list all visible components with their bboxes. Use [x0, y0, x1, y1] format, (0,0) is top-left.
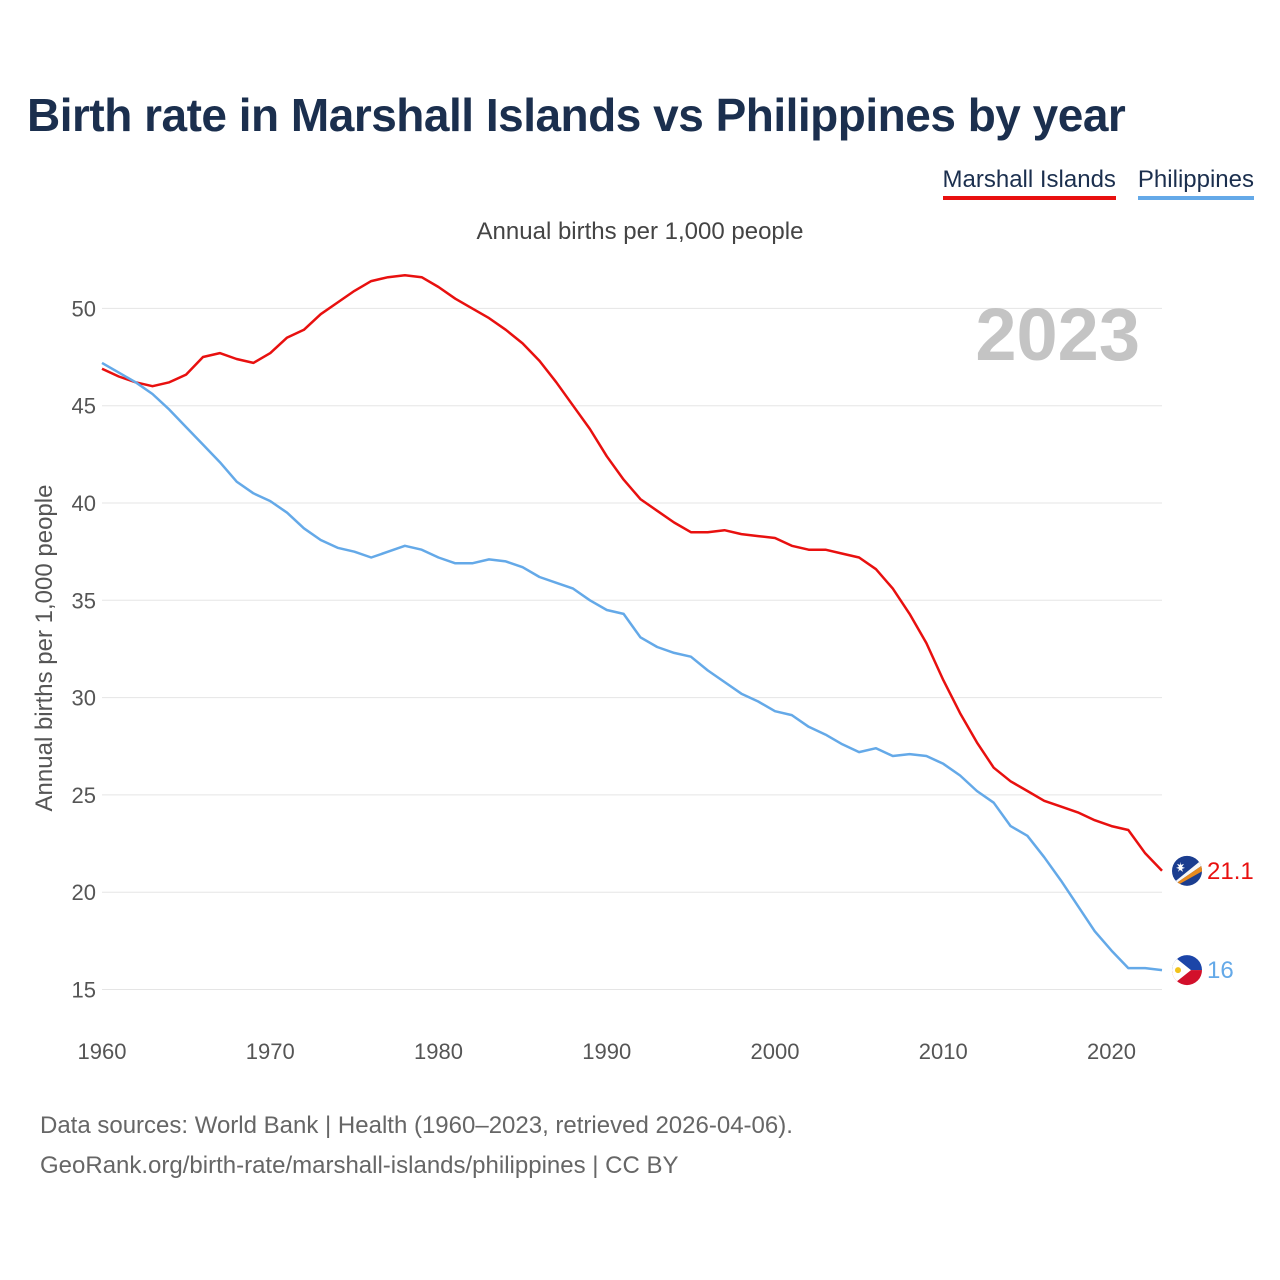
- x-tick-label: 1990: [582, 1039, 631, 1064]
- x-axis-ticks: 1960 1970 1980 1990 2000 2010 2020: [78, 1039, 1136, 1064]
- legend: Marshall Islands Philippines: [942, 166, 1254, 200]
- y-tick-label: 40: [72, 491, 96, 516]
- series-lines: [101, 274, 1163, 972]
- gridlines: [102, 307, 1162, 991]
- chart-subtitle: Annual births per 1,000 people: [476, 218, 804, 245]
- series-line-philippines: [101, 361, 1163, 972]
- line-chart: 15 20 25 30 35 40 45 50 1960 1970 1980 1990 2000 201…: [31, 274, 1254, 1064]
- x-tick-label: 1960: [78, 1039, 127, 1064]
- y-tick-label: 20: [72, 880, 96, 905]
- marshall-islands-flag-icon: [1172, 855, 1202, 886]
- x-tick-label: 2020: [1087, 1039, 1136, 1064]
- sources-line-2: GeoRank.org/birth-rate/marshall-islands/…: [40, 1152, 679, 1179]
- series-line-marshall-islands: [101, 274, 1163, 872]
- end-label-marshall-islands: 21.1: [1207, 858, 1254, 885]
- y-axis-label: Annual births per 1,000 people: [31, 485, 58, 812]
- data-sources: Data sources: World Bank | Health (1960–…: [40, 1106, 793, 1186]
- y-tick-label: 30: [72, 686, 96, 711]
- chart-title: Birth rate in Marshall Islands vs Philip…: [27, 89, 1126, 141]
- sources-line-1: Data sources: World Bank | Health (1960–…: [40, 1112, 793, 1139]
- x-tick-label: 1980: [414, 1039, 463, 1064]
- y-tick-label: 15: [72, 978, 96, 1003]
- legend-item-philippines[interactable]: Philippines: [1137, 166, 1254, 200]
- x-tick-label: 2000: [751, 1039, 800, 1064]
- y-tick-label: 25: [72, 783, 96, 808]
- x-tick-label: 2010: [919, 1039, 968, 1064]
- legend-item-marshall-islands[interactable]: Marshall Islands: [942, 166, 1116, 200]
- y-tick-label: 50: [72, 296, 96, 321]
- philippines-flag-icon: [1172, 955, 1202, 986]
- y-tick-label: 45: [72, 394, 96, 419]
- y-axis-ticks: 15 20 25 30 35 40 45 50: [72, 296, 96, 1002]
- y-tick-label: 35: [72, 588, 96, 613]
- x-tick-label: 1970: [246, 1039, 295, 1064]
- year-badge: 2023: [975, 293, 1140, 376]
- end-label-philippines: 16: [1207, 957, 1234, 984]
